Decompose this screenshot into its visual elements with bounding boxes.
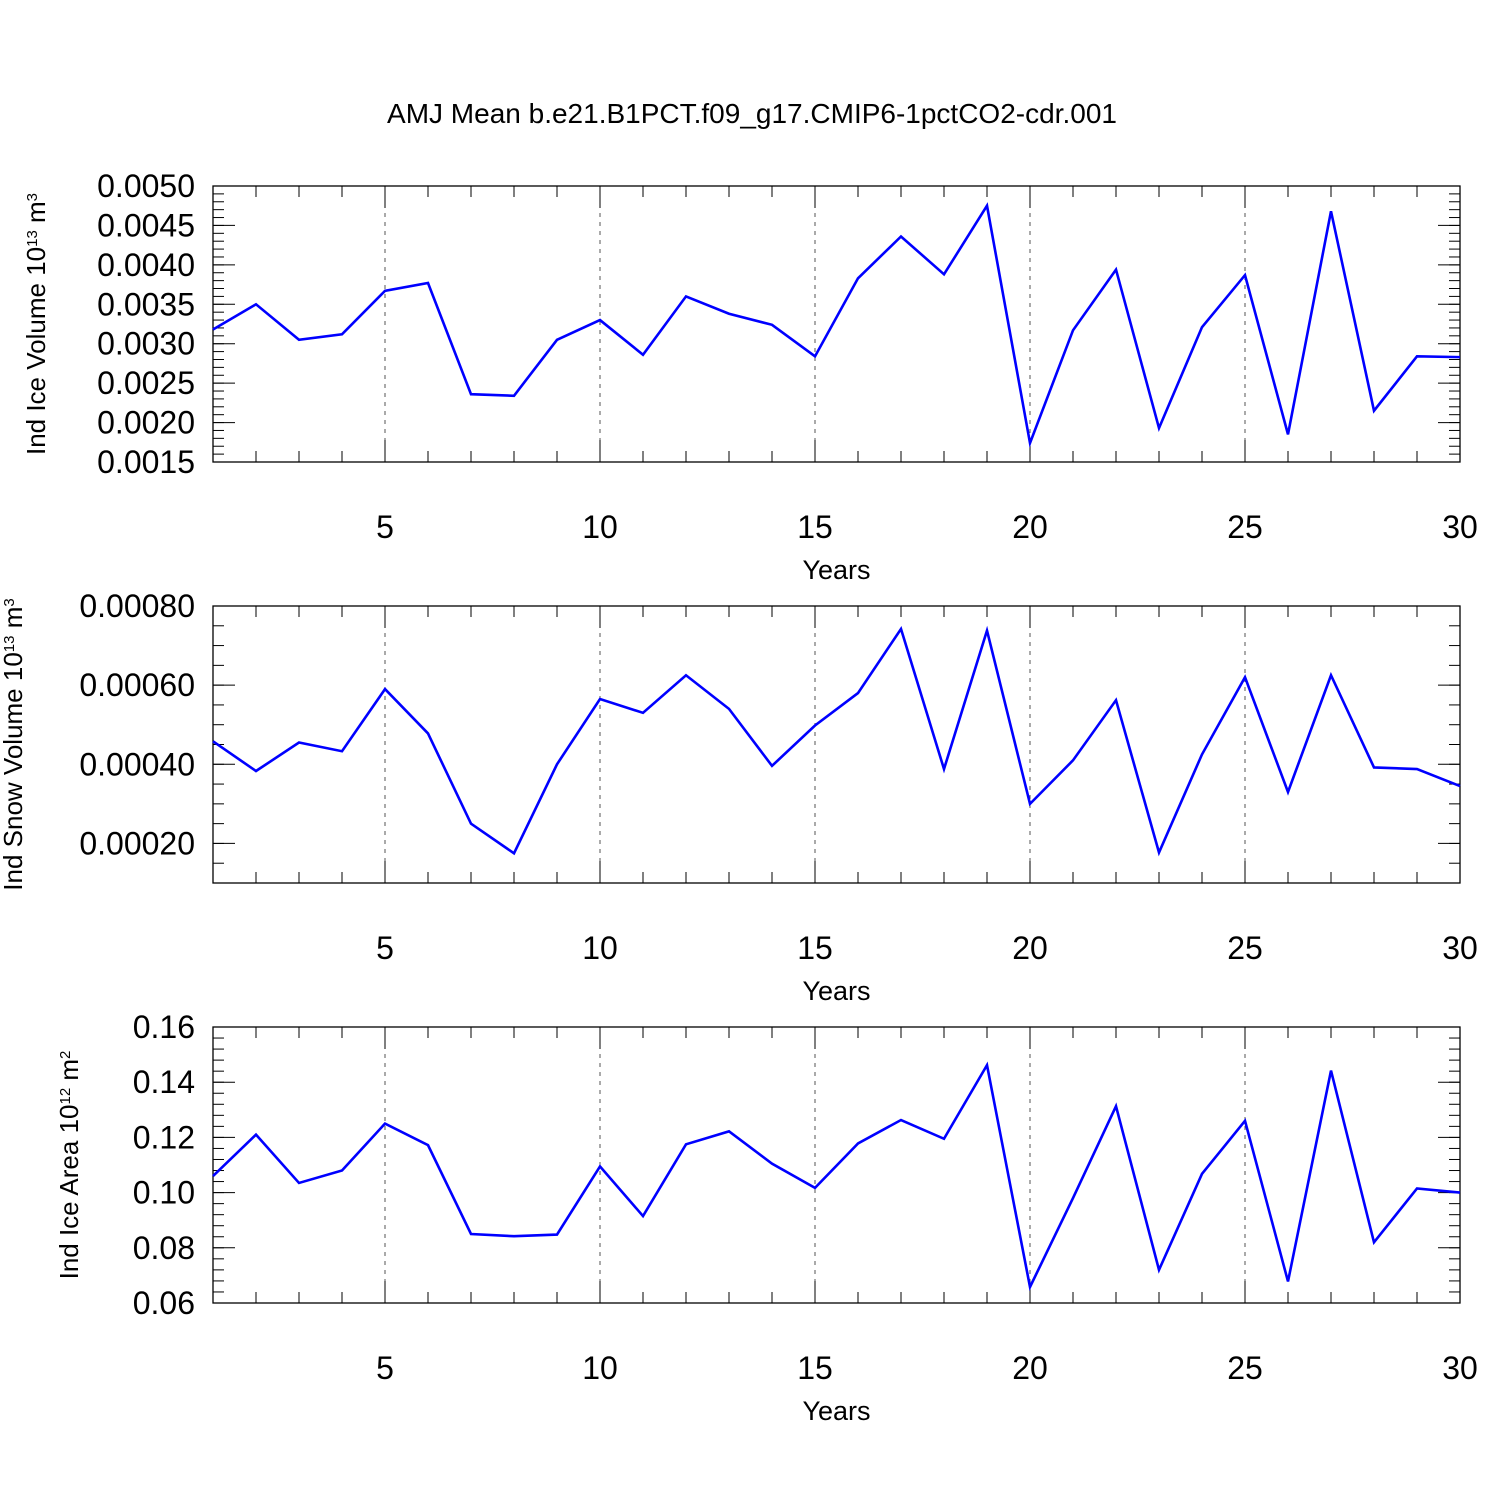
x-tick-label: 20 <box>1012 1350 1048 1386</box>
y-tick-label: 0.16 <box>133 1009 195 1045</box>
y-tick-label: 0.0030 <box>97 326 195 362</box>
y-tick-label: 0.08 <box>133 1230 195 1266</box>
y-tick-label: 0.00020 <box>79 825 195 861</box>
y-tick-label: 0.12 <box>133 1119 195 1155</box>
x-axis-label: Years <box>802 1396 870 1426</box>
plot-frame <box>213 606 1460 883</box>
y-tick-label: 0.14 <box>133 1064 195 1100</box>
x-tick-label: 30 <box>1442 930 1478 966</box>
plot-frame <box>213 186 1460 462</box>
x-tick-label: 25 <box>1227 930 1263 966</box>
x-tick-label: 30 <box>1442 1350 1478 1386</box>
y-tick-label: 0.0020 <box>97 405 195 441</box>
y-tick-label: 0.06 <box>133 1285 195 1321</box>
y-tick-label: 0.00040 <box>79 746 195 782</box>
y-tick-label: 0.00060 <box>79 667 195 703</box>
y-tick-label: 0.0015 <box>97 444 195 480</box>
y-tick-label: 0.00080 <box>79 588 195 624</box>
y-axis-label: Ind Ice Area 1012 m2 <box>54 1051 84 1280</box>
x-tick-label: 10 <box>582 1350 618 1386</box>
chart-panel-3: 0.06 0.08 0.10 0.12 0.14 0.16 5 10 15 20 25 30 Years… <box>54 1009 1478 1426</box>
y-tick-label: 0.0035 <box>97 286 195 322</box>
x-axis-label: Years <box>802 555 870 585</box>
y-axis-label: Ind Ice Volume 1013 m3 <box>21 193 51 455</box>
x-tick-label: 25 <box>1227 1350 1263 1386</box>
figure-title: AMJ Mean b.e21.B1PCT.f09_g17.CMIP6-1pctC… <box>387 98 1117 129</box>
x-tick-label: 30 <box>1442 509 1478 545</box>
x-tick-label: 20 <box>1012 930 1048 966</box>
x-tick-label: 5 <box>376 509 394 545</box>
chart-panel-2: 0.00020 0.00040 0.00060 0.00080 5 10 15 20 25 30 Y… <box>0 588 1478 1006</box>
x-tick-label: 5 <box>376 1350 394 1386</box>
y-tick-label: 0.0025 <box>97 365 195 401</box>
x-tick-label: 15 <box>797 509 833 545</box>
x-axis-label: Years <box>802 976 870 1006</box>
x-tick-label: 10 <box>582 930 618 966</box>
series-line-2 <box>213 629 1460 853</box>
series-line-3 <box>213 1065 1460 1287</box>
x-tick-label: 5 <box>376 930 394 966</box>
x-tick-label: 15 <box>797 1350 833 1386</box>
x-tick-label: 15 <box>797 930 833 966</box>
x-tick-label: 25 <box>1227 509 1263 545</box>
x-tick-label: 20 <box>1012 509 1048 545</box>
y-tick-label: 0.0050 <box>97 168 195 204</box>
y-axis-label: Ind Snow Volume 1013 m3 <box>0 598 28 890</box>
x-tick-label: 10 <box>582 509 618 545</box>
series-line-1 <box>213 206 1460 443</box>
y-tick-label: 0.0040 <box>97 247 195 283</box>
y-tick-label: 0.0045 <box>97 207 195 243</box>
y-tick-label: 0.10 <box>133 1175 195 1211</box>
